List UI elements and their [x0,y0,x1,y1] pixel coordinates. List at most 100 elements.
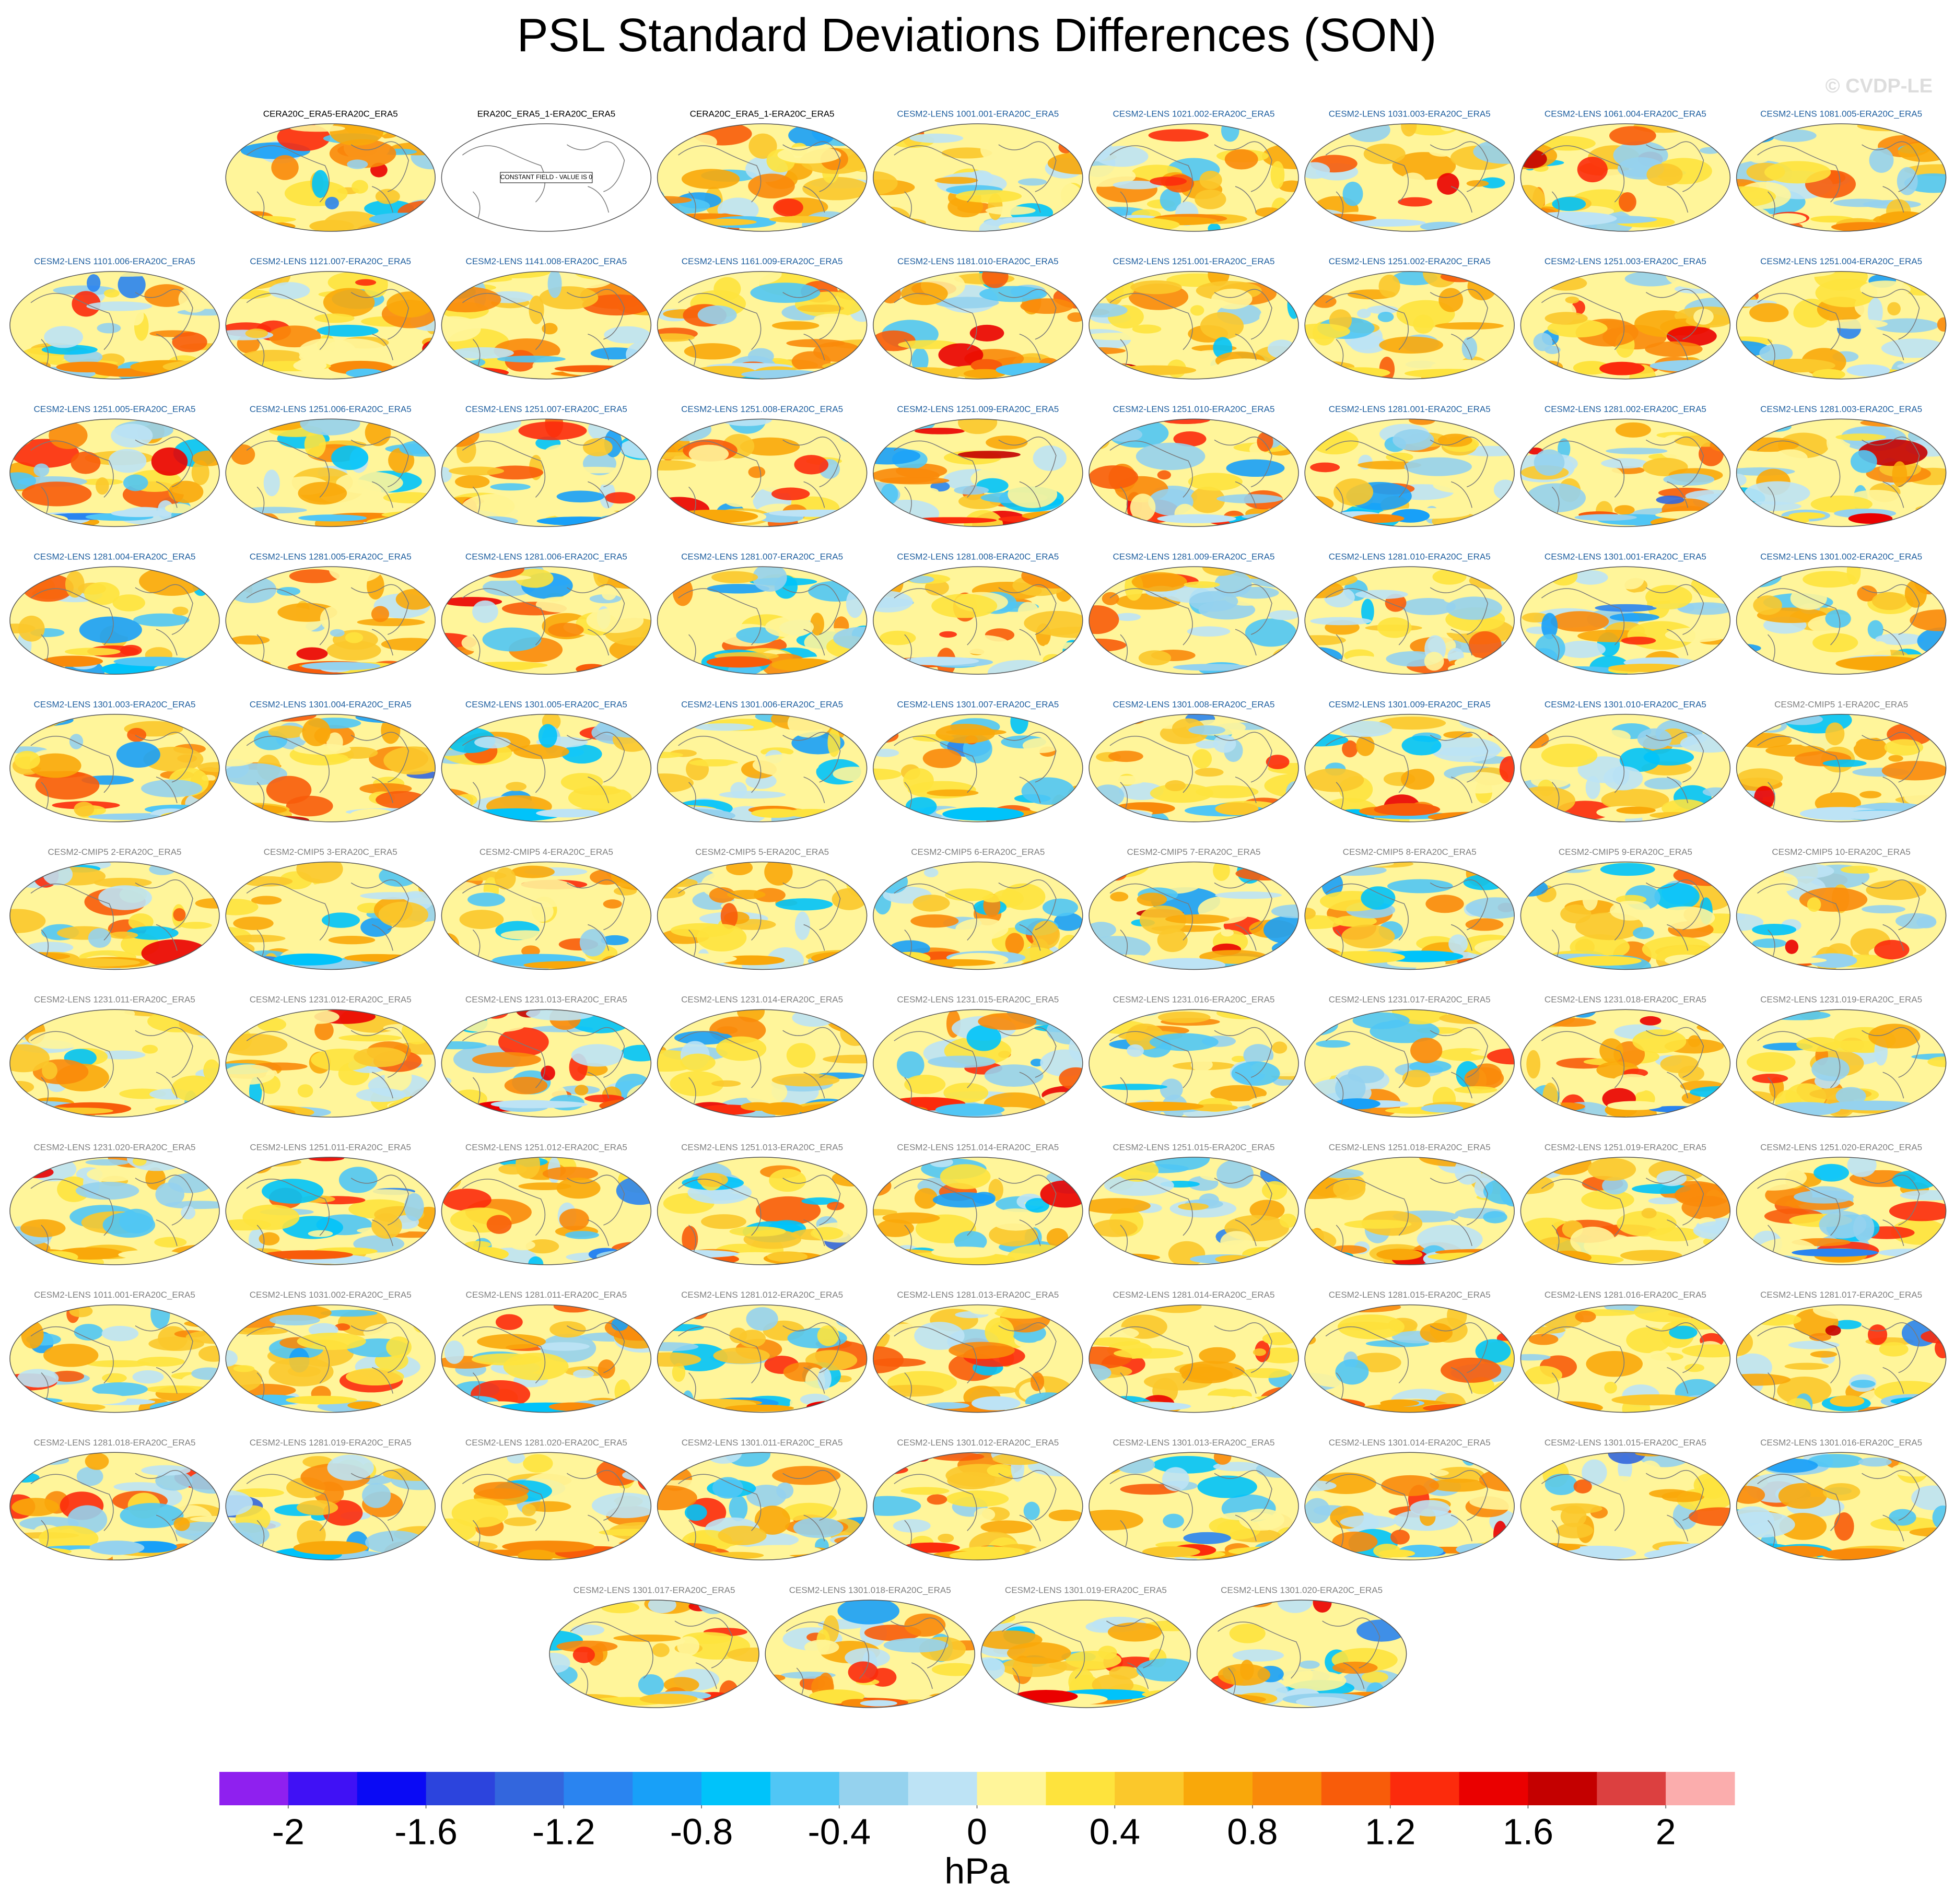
map-blob [226,862,246,872]
map-blob [412,1311,430,1333]
map-blob [1736,644,1752,673]
map-blob [1245,618,1297,647]
map-blob [624,510,651,527]
map-blob [1054,912,1083,931]
coastline [246,732,409,809]
map-blob [579,929,606,957]
map-field [10,271,219,379]
map-blob [1645,585,1692,609]
map-blob [301,662,381,671]
coastline [678,1322,841,1399]
map-field [1305,862,1515,970]
map-panel: CESM2-LENS 1281.017-ERA20C_ERA5 [1736,1290,1947,1413]
map-blob [506,782,527,791]
map-blob [1525,1366,1562,1384]
map-blob [1500,649,1515,675]
map-blob [1520,1403,1572,1413]
map-blob [1323,1304,1355,1311]
map-blob [1261,1181,1288,1200]
map-blob [29,753,81,778]
map-field [226,1452,436,1560]
map-blob [1089,1452,1129,1465]
map-blob [497,355,566,363]
map-blob [985,1317,1014,1347]
map-panel: CESM2-LENS 1281.009-ERA20C_ERA5 [1089,552,1299,675]
map-blob [151,447,188,476]
map-blob [1904,1255,1946,1265]
map-blob [1539,136,1596,151]
map-blob [1184,581,1220,589]
map-outline [980,1600,1191,1708]
map-blob [1305,1381,1319,1401]
map-blob [1410,1038,1443,1064]
map-blob [681,1390,694,1413]
map-blob [1648,1197,1680,1205]
map-field [441,1304,651,1413]
map-blob [1136,1658,1191,1682]
map-blob [1289,271,1298,291]
map-blob [1545,862,1583,866]
map-panel: CESM2-LENS 1251.018-ERA20C_ERA5 [1304,1142,1515,1265]
map-blob [1774,328,1816,339]
map-field [226,419,436,527]
map-blob [1736,1103,1770,1115]
panel-title: CESM2-LENS 1301.017-ERA20C_ERA5 [574,1585,735,1595]
coastline [894,289,1057,366]
panel-title: CESM2-LENS 1281.002-ERA20C_ERA5 [1545,404,1706,414]
map-blob [1693,1402,1730,1410]
panel-title: CESM2-LENS 1301.008-ERA20C_ERA5 [1113,699,1275,709]
map-blob [1034,1024,1083,1033]
map-blob [504,1517,537,1526]
colorbar-box [1666,1772,1735,1805]
map-blob [802,211,856,231]
map-blob [1363,144,1406,164]
map-blob [97,323,121,334]
map-blob [954,486,989,495]
map-blob [669,509,758,523]
map-blob [1215,802,1259,816]
map-blob [10,714,74,727]
map-panel: CESM2-LENS 1281.013-ERA20C_ERA5 [873,1290,1083,1413]
panel-title: CESM2-LENS 1301.010-ERA20C_ERA5 [1545,699,1706,709]
map-blob [1305,323,1350,339]
map-outline [873,418,1083,527]
map-blob [452,1544,470,1560]
map-blob [111,424,153,448]
map-blob [1490,1304,1515,1321]
map-field [1305,419,1515,527]
coastline [1757,289,1920,366]
map-blob [1183,1532,1231,1544]
map-blob [1189,591,1238,612]
map-blob [1089,1553,1148,1560]
map-blob [474,736,511,749]
map-blob [1165,780,1186,792]
map-blob [1089,333,1154,340]
map-blob [1904,714,1946,724]
map-blob [461,927,475,952]
map-blob [1107,1622,1162,1642]
map-blob [1173,431,1207,447]
map-blob [596,716,651,738]
map-blob [1522,613,1549,622]
map-panel: CESM2-CMIP5 5-ERA20C_ERA5 [657,847,868,970]
map-blob [677,1636,700,1656]
map-blob [1585,776,1600,800]
map-blob [1752,1313,1801,1326]
map-blob [1429,146,1455,157]
map-blob [1021,777,1075,805]
map-blob [1145,866,1204,894]
map-blob [1048,1509,1083,1521]
map-field [10,567,219,675]
map-blob [549,1321,586,1338]
map-blob [114,1009,135,1019]
map-blob [1263,656,1298,674]
map-blob [362,1483,391,1508]
map-blob [1311,429,1359,455]
map-blob [939,631,957,638]
map-blob [1114,613,1141,621]
map-blob [1127,1044,1144,1057]
coastline [1325,732,1488,809]
map-blob [1069,1035,1083,1061]
map-blob [102,333,123,344]
map-blob [1378,274,1400,298]
